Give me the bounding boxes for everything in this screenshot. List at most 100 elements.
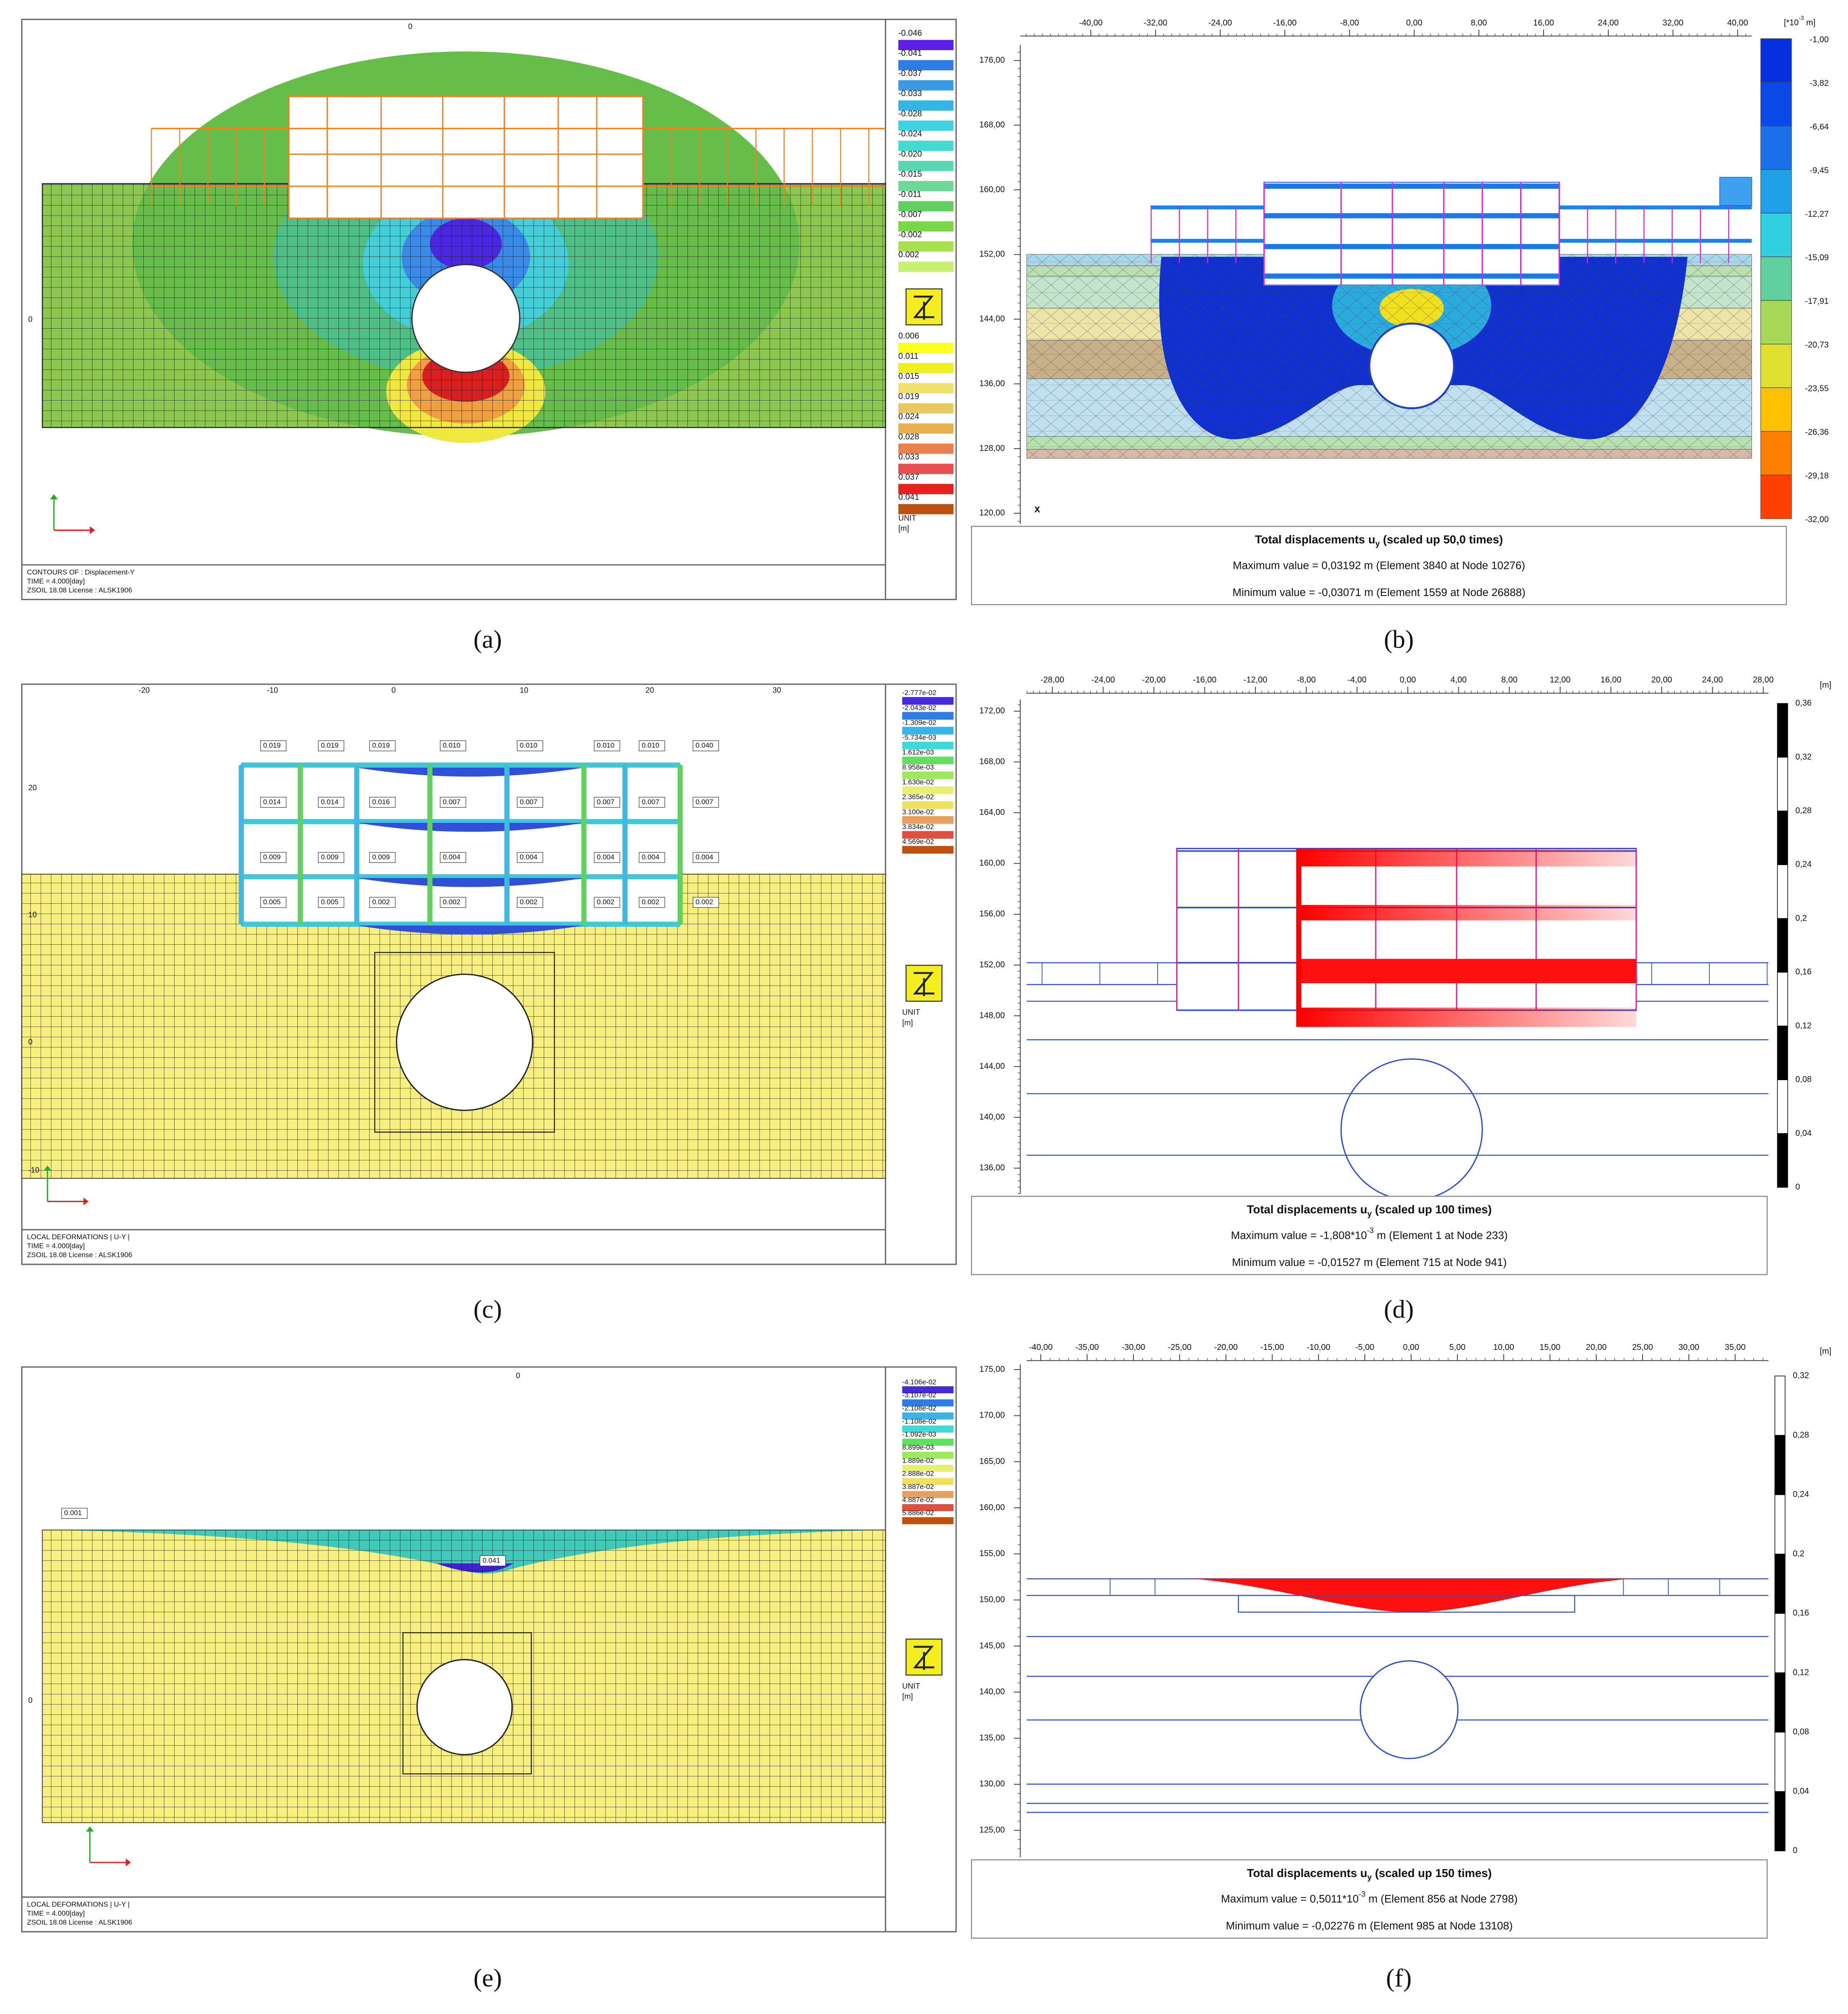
legend-swatch [902,712,954,720]
legend-label: 0.006 [898,332,919,341]
y-tick-label: 140,00 [979,1687,1005,1697]
legend-segment [1760,38,1792,83]
x-tick-label: -20,00 [1214,1343,1238,1352]
x-tick-label: 0,00 [1400,675,1416,685]
legend-swatch [902,1478,954,1485]
value-box [594,852,620,863]
tunnel [1359,1660,1459,1759]
value-label: 0.002 [443,898,460,906]
value-label: 0.007 [696,798,713,806]
legend-swatch [902,1517,954,1524]
scale-label: 0,32 [1795,752,1812,761]
unit-label: [m] [1820,681,1831,690]
column [677,765,683,924]
scale-segment [1777,1133,1788,1188]
scale-segment [1774,1732,1786,1792]
scale-segment [1777,972,1788,1027]
caption: (c) [474,1295,502,1324]
x-tick-label: -35,00 [1075,1343,1099,1352]
value-label: 0.010 [520,741,537,749]
x-tick-label: -32,00 [1144,18,1168,28]
column [427,765,433,924]
legend-label: 1.889e-02 [902,1456,934,1464]
text-part: -3 [1799,14,1804,21]
text-part: m (Element 1 at Node 233) [1374,1229,1508,1241]
text-part: (scaled up 150 times) [1372,1867,1492,1880]
scale-segment [1777,703,1788,758]
legend-label: -2.108e-02 [902,1404,936,1412]
caption: (f) [1386,1964,1412,1992]
value-box [440,852,466,863]
legend-label: 0.033 [898,452,919,462]
legend-swatch [898,443,954,454]
legend-swatch [898,261,954,272]
value-label: 0.002 [641,898,659,906]
column [504,765,510,924]
x-tick-label: -30,00 [1122,1343,1146,1352]
legend-swatch [898,241,954,252]
y-tick-label: 160,00 [979,185,1005,194]
axis-label: 0 [391,685,395,694]
text-part: m (Element 856 at Node 2798) [1366,1892,1518,1905]
legend-label: -0.024 [898,129,922,139]
beam [1264,244,1559,249]
text-part: y [1367,1873,1372,1882]
value-box [594,796,620,808]
legend-segment [1760,344,1792,388]
value-box [440,796,466,808]
info-title: Total displacements uy (scaled up 150 ti… [1247,1867,1492,1882]
value-label: 0.007 [443,798,460,806]
legend-swatch [898,80,954,91]
legend-label: 2.888e-02 [902,1470,934,1478]
value-box [61,1508,88,1519]
beam [1264,273,1559,279]
x-tick-label: -10,00 [1307,1343,1331,1352]
y-tick-label: 160,00 [979,1503,1005,1512]
legend-swatch [902,1465,954,1472]
value-label: 0.004 [520,853,537,861]
legend-label: 3.100e-02 [902,808,934,816]
text-part: Maximum value = 0,5011*10 [1221,1892,1359,1905]
unit-label: UNIT [902,1682,920,1690]
x-tick-label: -8,00 [1297,675,1316,685]
legend-label: 3.887e-02 [902,1483,934,1491]
value-box [369,796,396,808]
unit-label: UNIT [898,514,916,523]
value-box [594,897,620,908]
legend-swatch [902,1386,954,1393]
legend-label: -0.011 [898,190,921,199]
x-tick-label: 24,00 [1598,18,1619,28]
deformation [1298,1007,1636,1027]
text-part: Total displacements u [1255,533,1375,546]
value-box [440,897,466,908]
info-box [971,1859,1768,1939]
legend-label: -0.002 [898,230,922,239]
value-box [260,796,286,808]
value-label: 0.009 [372,853,390,861]
x-tick-label: 15,00 [1539,1343,1560,1352]
footer-text: LOCAL DEFORMATIONS | U-Y | [27,1233,130,1241]
value-label: 0.010 [597,741,614,749]
legend-swatch [902,771,954,779]
x-tick-label: 8,00 [1471,18,1487,28]
text-part: m] [1804,18,1815,28]
value-label: 0.005 [321,898,338,906]
value-box [260,852,286,863]
caption: (e) [474,1964,502,1992]
legend-label: -1.309e-02 [902,718,936,726]
legend-label: -1,00 [1810,35,1829,44]
legend-swatch [898,484,954,495]
legend-swatch [902,756,954,764]
value-box [692,897,719,908]
deformation [1298,959,1636,984]
y-tick-label: 170,00 [979,1411,1005,1420]
y-tick-label: 164,00 [979,808,1005,817]
unit-label: [m] [1820,1347,1831,1356]
y-tick-label: 168,00 [979,120,1005,129]
x-tick-label: -25,00 [1168,1343,1191,1352]
scale-label: 0,24 [1793,1490,1809,1499]
legend-swatch [898,120,954,131]
scale-segment [1774,1375,1786,1436]
scale-label: 0,08 [1793,1727,1809,1736]
legend-label: 8.899e-03 [902,1443,934,1451]
